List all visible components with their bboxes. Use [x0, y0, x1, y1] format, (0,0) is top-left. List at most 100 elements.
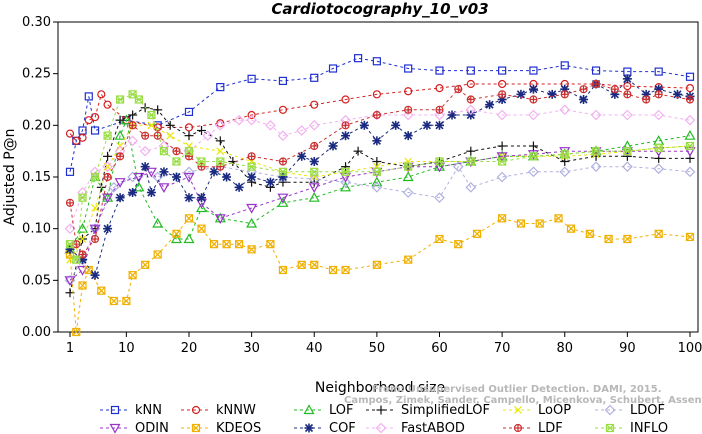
data-point-ldf	[78, 250, 87, 259]
data-point-ldf	[197, 162, 206, 171]
legend-label: KDEOS	[216, 421, 261, 434]
data-point-odin	[277, 193, 289, 204]
data-point-cof	[197, 193, 207, 203]
data-point-inflo	[560, 150, 569, 159]
legend-item-cof: COF	[294, 421, 356, 434]
data-point-kdeos	[310, 260, 319, 269]
x-axis-title: Neighborhood size	[315, 380, 445, 396]
legend-label: LOF	[329, 403, 354, 418]
data-point-simplifiedlof	[165, 120, 175, 130]
data-point-inflo	[197, 157, 206, 166]
data-point-lof	[371, 176, 383, 187]
data-point-knnw	[84, 116, 93, 125]
data-point-simplifiedlof	[128, 110, 138, 120]
data-point-simplifiedlof	[153, 105, 163, 115]
data-point-ldf	[184, 152, 194, 161]
data-point-inflo	[216, 157, 225, 166]
data-point-inflo	[685, 141, 695, 151]
legend-item-lof: LOF	[294, 403, 354, 418]
data-point-ldf	[116, 152, 125, 161]
data-point-knn	[90, 126, 100, 135]
data-point-knnw	[184, 123, 194, 132]
y-tick-label: 0.25	[22, 67, 51, 82]
data-point-inflo	[103, 131, 112, 140]
legend-item-ldf: LDF	[503, 421, 563, 434]
data-point-ldof	[496, 171, 508, 183]
x-tick-label: 30	[243, 341, 260, 356]
data-point-knnw	[65, 129, 75, 138]
data-point-ldf	[642, 95, 651, 104]
y-axis-title: Adjusted P@n	[2, 128, 18, 225]
data-point-ldf	[454, 85, 463, 94]
data-point-ldof	[684, 166, 696, 178]
data-point-cof	[115, 193, 125, 203]
data-point-kdeos	[554, 214, 563, 223]
data-point-kdeos	[654, 229, 663, 238]
data-point-fastabod	[622, 109, 633, 121]
data-point-cof	[90, 270, 100, 280]
legend-marker	[604, 404, 616, 416]
data-point-inflo	[247, 162, 256, 171]
data-point-ldf	[216, 162, 225, 171]
data-point-cof	[547, 89, 557, 99]
y-tick-label: 0.00	[22, 325, 51, 340]
legend-item-ldof: LDOF	[595, 403, 665, 418]
data-point-fastabod	[684, 114, 696, 126]
data-point-knn	[84, 92, 93, 101]
legend: kNN kNNW LOF SimplifiedLOF LoOP LDOF ODIN KDEOS…	[100, 403, 668, 434]
data-point-knn	[184, 107, 194, 117]
data-point-loop	[166, 131, 175, 140]
data-point-simplifiedlof	[103, 151, 113, 161]
data-point-knnw	[247, 110, 256, 120]
data-point-inflo	[72, 255, 81, 264]
data-point-ldof	[465, 181, 477, 193]
data-point-fastabod	[559, 104, 571, 116]
data-point-kdeos	[128, 271, 137, 280]
data-point-simplifiedlof	[215, 136, 225, 146]
data-point-ldf	[435, 105, 444, 114]
data-point-kdeos	[472, 229, 482, 238]
data-point-cof	[297, 151, 307, 161]
data-point-ldf	[560, 90, 569, 99]
data-point-fastabod	[308, 119, 320, 131]
data-point-knnw	[372, 90, 381, 99]
data-point-ldf	[466, 95, 475, 104]
legend-item-simplifiedlof: SimplifiedLOF	[366, 403, 490, 418]
data-point-cof	[171, 172, 181, 182]
data-point-kdeos	[566, 224, 576, 233]
legend-marker	[514, 406, 522, 414]
data-point-fastabod	[202, 130, 214, 142]
data-point-cof	[359, 120, 369, 130]
data-point-cof	[265, 177, 275, 187]
series-line-knnw	[69, 83, 691, 142]
data-point-kdeos	[247, 245, 256, 254]
data-point-cof	[140, 162, 150, 172]
data-point-lof	[76, 222, 89, 233]
data-point-inflo	[278, 167, 288, 176]
data-point-kdeos	[498, 214, 507, 223]
data-point-knnw	[341, 95, 350, 104]
series-line-fastabod	[69, 109, 691, 229]
data-point-fastabod	[590, 109, 602, 121]
legend-label: LDF	[538, 421, 563, 434]
legend-marker	[109, 423, 121, 434]
series-line-knn	[69, 57, 691, 172]
data-point-cof	[434, 120, 444, 130]
data-point-kdeos	[297, 260, 306, 269]
data-point-lof	[133, 181, 145, 192]
data-point-knn	[498, 66, 507, 75]
data-point-knn	[404, 64, 413, 73]
credit-line: Campos, Zimek, Sander, Campello, Micenko…	[344, 395, 702, 406]
data-point-fastabod	[127, 135, 138, 147]
series-layer	[64, 54, 696, 337]
legend-label: SimplifiedLOF	[401, 403, 490, 418]
x-tick-label: 90	[619, 341, 636, 356]
data-point-kdeos	[78, 281, 87, 290]
y-tick-label: 0.30	[22, 15, 51, 30]
data-point-kdeos	[328, 265, 338, 275]
data-point-inflo	[529, 152, 538, 161]
legend-label: FastABOD	[401, 421, 465, 434]
data-point-knn	[466, 66, 475, 75]
data-point-inflo	[623, 147, 632, 156]
data-point-kdeos	[172, 229, 181, 238]
